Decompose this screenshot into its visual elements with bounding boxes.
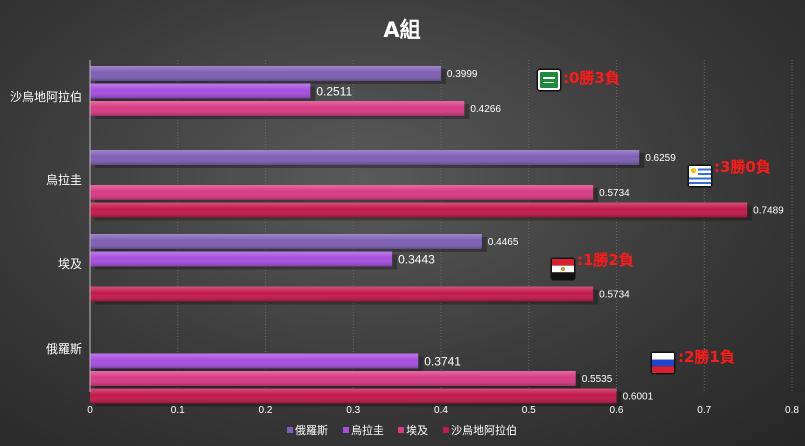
win-loss-record: :0勝3負 <box>563 69 620 87</box>
bar-highlight <box>90 388 617 404</box>
category-label: 沙烏地阿拉伯 <box>10 89 82 104</box>
x-tick-label: 0.3 <box>346 405 360 416</box>
data-label: 0.7489 <box>753 206 784 217</box>
legend-item: 烏拉圭 <box>343 423 384 437</box>
legend-swatch <box>443 427 449 433</box>
saudi-arabia-flag-icon <box>536 68 562 92</box>
bar-highlight <box>90 150 640 165</box>
data-label: 0.6259 <box>645 153 676 164</box>
chart-title: A組 <box>383 18 420 42</box>
x-tick-label: 0 <box>87 405 93 416</box>
russia-flag-icon <box>650 351 676 375</box>
category-label: 俄羅斯 <box>46 342 82 356</box>
win-loss-record: :1勝2負 <box>577 251 634 269</box>
x-tick-label: 0.8 <box>785 405 799 416</box>
bar-highlight <box>90 286 594 302</box>
category-label: 烏拉圭 <box>46 172 82 187</box>
legend-item: 俄羅斯 <box>287 424 328 437</box>
data-label: 0.3443 <box>398 253 435 267</box>
data-label: 0.3999 <box>447 69 478 80</box>
data-label: 0.5734 <box>599 290 630 301</box>
x-tick-label: 0.5 <box>522 405 536 416</box>
data-label: 0.3741 <box>424 355 461 369</box>
data-label: 0.5734 <box>599 188 630 199</box>
x-tick-label: 0.1 <box>171 405 185 416</box>
bar-highlight <box>90 234 482 249</box>
win-loss-record: :3勝0負 <box>714 158 771 176</box>
legend-swatch <box>398 427 404 433</box>
data-label: 0.5535 <box>582 374 613 385</box>
egypt-flag-icon <box>550 257 576 281</box>
bar-highlight <box>90 251 393 267</box>
legend-label: 埃及 <box>406 423 428 437</box>
bar-highlight <box>90 371 576 386</box>
category-label: 埃及 <box>58 257 82 271</box>
x-tick-label: 0.4 <box>434 405 448 416</box>
bar-highlight <box>90 185 594 200</box>
x-tick-label: 0.2 <box>259 405 273 416</box>
legend-swatch <box>343 427 349 433</box>
bar-highlight <box>90 66 441 81</box>
legend-label: 烏拉圭 <box>351 423 384 437</box>
x-tick-label: 0.6 <box>610 405 624 416</box>
win-loss-record: :2勝1負 <box>678 348 735 366</box>
bar-highlight <box>90 202 748 218</box>
data-label: 0.6001 <box>623 392 654 403</box>
legend-item: 沙烏地阿拉伯 <box>443 423 517 437</box>
data-label: 0.4266 <box>470 104 501 115</box>
legend-item: 埃及 <box>398 423 428 437</box>
bar-highlight <box>90 353 419 369</box>
x-tick-label: 0.7 <box>697 405 711 416</box>
legend-label: 沙烏地阿拉伯 <box>451 423 517 437</box>
bar-highlight <box>90 83 311 99</box>
data-label: 0.4465 <box>488 237 519 248</box>
data-label: 0.2511 <box>316 85 352 99</box>
legend-swatch <box>287 427 293 433</box>
bar-highlight <box>90 101 465 116</box>
legend-label: 俄羅斯 <box>295 424 328 437</box>
uruguay-flag-icon <box>687 164 713 188</box>
